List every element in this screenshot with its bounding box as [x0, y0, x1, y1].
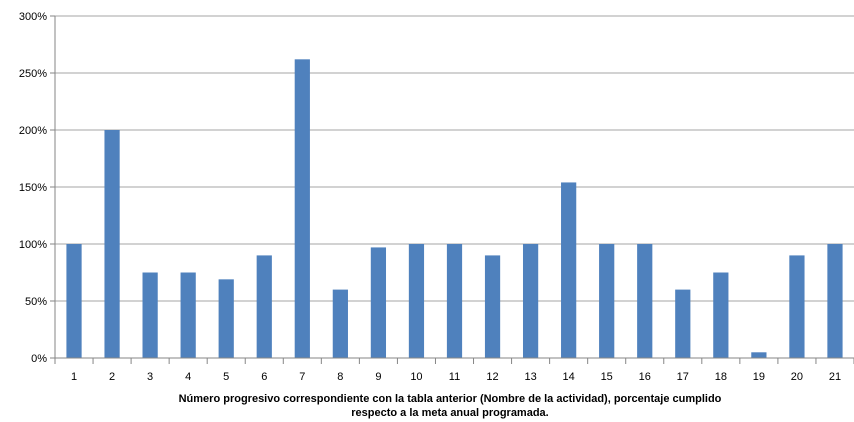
- y-tick-label: 250%: [19, 68, 47, 80]
- axes: [54, 16, 854, 359]
- bar-6: [256, 255, 272, 358]
- y-tick-label: 150%: [19, 182, 47, 194]
- x-tick-label: 20: [791, 371, 803, 383]
- x-tick-label: 5: [223, 371, 229, 383]
- bar-11: [446, 244, 463, 358]
- x-axis-tick-labels: 1 2 3 4 5 6 7 8 9 10 11 12 13 14 15 16 17 18 19 20 21: [54, 358, 854, 383]
- x-tick-label: 11: [449, 371, 460, 383]
- y-tick-label: 100%: [19, 239, 47, 251]
- bar-18: [713, 272, 729, 358]
- bar-15: [599, 244, 615, 358]
- bar-4: [180, 272, 196, 358]
- bar-20: [789, 255, 805, 358]
- y-tick-label: 0%: [31, 353, 47, 365]
- bar-7: [294, 59, 310, 358]
- x-tick-label: 3: [147, 371, 153, 383]
- y-tick-label: 300%: [19, 11, 47, 23]
- x-tick-label: 16: [639, 371, 651, 383]
- x-tick-label: 13: [524, 371, 536, 383]
- x-tick-label: 9: [375, 371, 381, 383]
- bar-13: [522, 244, 539, 358]
- x-tick-label: 14: [563, 371, 575, 383]
- bar-21: [827, 244, 843, 358]
- x-tick-label: 6: [261, 371, 267, 383]
- bar-14: [561, 182, 577, 358]
- bar-5: [218, 279, 234, 358]
- y-tick-label: 200%: [19, 125, 47, 137]
- x-tick-label: 4: [185, 371, 191, 383]
- bar-19: [751, 352, 767, 358]
- bar-16: [637, 244, 653, 358]
- x-tick-label: 15: [601, 371, 613, 383]
- x-axis-title-line-2: respecto a la meta anual programada.: [351, 407, 548, 419]
- x-tick-label: 8: [337, 371, 343, 383]
- bar-12: [484, 255, 501, 358]
- x-axis-title-line-1: Número progresivo correspondiente con la…: [179, 393, 722, 405]
- x-tick-label: 19: [753, 371, 765, 383]
- y-tick-label: 50%: [25, 296, 47, 308]
- x-tick-label: 18: [715, 371, 727, 383]
- x-tick-label: 7: [299, 371, 305, 383]
- bar-3: [142, 272, 158, 358]
- bar-10: [408, 244, 425, 358]
- bars: [66, 59, 843, 358]
- x-tick-label: 17: [677, 371, 689, 383]
- bar-2: [104, 130, 120, 358]
- x-tick-label: 12: [486, 371, 498, 383]
- bar-9: [370, 247, 387, 358]
- bar-1: [66, 244, 82, 358]
- x-tick-label: 2: [109, 371, 115, 383]
- y-axis-tick-labels: 0% 50% 100% 150% 200% 250% 300%: [19, 11, 55, 365]
- x-tick-label: 10: [410, 371, 422, 383]
- x-tick-label: 21: [829, 371, 841, 383]
- bar-17: [675, 289, 691, 358]
- bar-8: [332, 289, 348, 358]
- x-tick-label: 1: [71, 371, 77, 383]
